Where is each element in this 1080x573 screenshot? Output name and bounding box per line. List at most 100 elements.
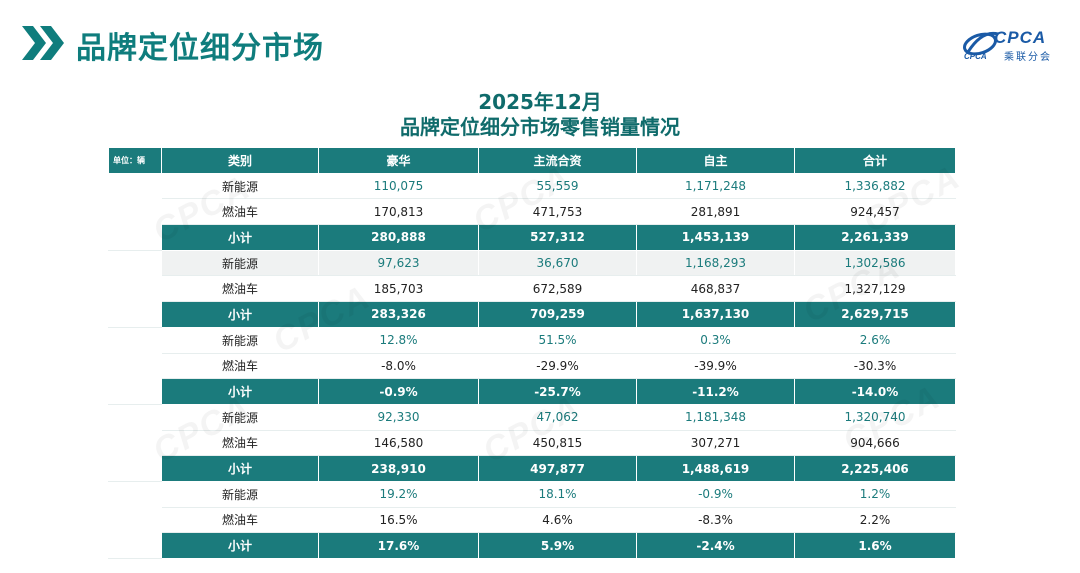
value-cell: 1,168,293 bbox=[636, 249, 795, 277]
sales-table: 单位：辆 类别 豪华 主流合资 自主 合计 本月 新能源 110,075 55,559… bbox=[108, 147, 956, 560]
double-chevron-icon bbox=[22, 26, 64, 60]
value-cell: 146,580 bbox=[318, 429, 479, 457]
value-cell: 1,320,740 bbox=[794, 403, 956, 431]
value-cell: 17.6% bbox=[318, 532, 479, 559]
same-period-fuel-vehicle-row: 燃油车 185,703 672,589 468,837 1,327,129 bbox=[109, 275, 956, 303]
value-cell: 110,075 bbox=[318, 172, 479, 200]
value-cell: 0.3% bbox=[636, 326, 795, 354]
value-cell: 2,225,406 bbox=[794, 455, 956, 482]
value-cell: 1,181,348 bbox=[636, 403, 795, 431]
value-cell: 1,453,139 bbox=[636, 224, 795, 251]
value-cell: -29.9% bbox=[478, 352, 637, 380]
table-title: 品牌定位细分市场零售销量情况 bbox=[400, 115, 680, 139]
row-label: 新能源 bbox=[161, 480, 319, 508]
value-cell: 2.6% bbox=[794, 326, 956, 354]
value-cell: -8.0% bbox=[318, 352, 479, 380]
value-cell: 1,637,130 bbox=[636, 301, 795, 328]
value-cell: 2,261,339 bbox=[794, 224, 956, 251]
group-label: 本月 bbox=[108, 172, 162, 251]
value-cell: 307,271 bbox=[636, 429, 795, 457]
value-cell: -0.9% bbox=[636, 480, 795, 508]
value-cell: -39.9% bbox=[636, 352, 795, 380]
table-title-date: 2025年12月 bbox=[478, 90, 602, 114]
value-cell: 19.2% bbox=[318, 480, 479, 508]
mom-new-energy-row: 环比 新能源 19.2% 18.1% -0.9% 1.2% bbox=[108, 480, 956, 560]
value-cell: 904,666 bbox=[794, 429, 956, 457]
value-cell: 97,623 bbox=[318, 249, 479, 277]
value-cell: 468,837 bbox=[636, 275, 795, 303]
value-cell: 4.6% bbox=[478, 506, 637, 534]
value-cell: -0.9% bbox=[318, 378, 479, 405]
value-cell: 1,327,129 bbox=[794, 275, 956, 303]
row-label: 小计 bbox=[161, 532, 319, 559]
value-cell: 471,753 bbox=[478, 198, 637, 226]
value-cell: 16.5% bbox=[318, 506, 479, 534]
value-cell: 12.8% bbox=[318, 326, 479, 354]
value-cell: 527,312 bbox=[478, 224, 637, 251]
value-cell: 281,891 bbox=[636, 198, 795, 226]
value-cell: 283,326 bbox=[318, 301, 479, 328]
value-cell: 55,559 bbox=[478, 172, 637, 200]
value-cell: 5.9% bbox=[478, 532, 637, 559]
logo-text: CPCA bbox=[994, 28, 1047, 47]
last-month-subtotal-row: 小计 238,910 497,877 1,488,619 2,225,406 bbox=[109, 455, 956, 482]
current-month-subtotal-row: 小计 280,888 527,312 1,453,139 2,261,339 bbox=[109, 224, 956, 251]
yoy-fuel-vehicle-row: 燃油车 -8.0% -29.9% -39.9% -30.3% bbox=[109, 352, 956, 380]
group-label: 环比 bbox=[108, 480, 162, 560]
row-label: 新能源 bbox=[161, 172, 319, 200]
value-cell: 1.6% bbox=[794, 532, 956, 559]
group-label: 同期 bbox=[108, 249, 162, 328]
page-title: 品牌定位细分市场 bbox=[76, 31, 324, 66]
row-label: 燃油车 bbox=[161, 352, 319, 380]
value-cell: 280,888 bbox=[318, 224, 479, 251]
value-cell: 18.1% bbox=[478, 480, 637, 508]
row-label: 小计 bbox=[161, 224, 319, 251]
value-cell: 497,877 bbox=[478, 455, 637, 482]
value-cell: -8.3% bbox=[636, 506, 795, 534]
column-header-luxury: 豪华 bbox=[318, 147, 479, 174]
logo-subtext: 乘联分会 bbox=[1004, 52, 1052, 63]
value-cell: 1.2% bbox=[794, 480, 956, 508]
column-header-domestic: 自主 bbox=[636, 147, 795, 174]
value-cell: -30.3% bbox=[794, 352, 956, 380]
logo-small-text: CPCA bbox=[964, 52, 987, 61]
same-period-new-energy-row: 同期 新能源 97,623 36,670 1,168,293 1,302,586 bbox=[108, 249, 956, 328]
value-cell: -2.4% bbox=[636, 532, 795, 559]
row-label: 燃油车 bbox=[161, 275, 319, 303]
row-label: 燃油车 bbox=[161, 429, 319, 457]
value-cell: -11.2% bbox=[636, 378, 795, 405]
value-cell: 170,813 bbox=[318, 198, 479, 226]
row-label: 新能源 bbox=[161, 249, 319, 277]
unit-label: 单位：辆 bbox=[108, 147, 162, 174]
value-cell: 1,488,619 bbox=[636, 455, 795, 482]
value-cell: 2,629,715 bbox=[794, 301, 956, 328]
last-month-new-energy-row: 上月 新能源 92,330 47,062 1,181,348 1,320,740 bbox=[108, 403, 956, 482]
page-header: 品牌定位细分市场 CPCA 乘联分会 CPCA bbox=[0, 0, 1080, 80]
value-cell: -14.0% bbox=[794, 378, 956, 405]
value-cell: 2.2% bbox=[794, 506, 956, 534]
column-header-mainstream-jv: 主流合资 bbox=[478, 147, 637, 174]
value-cell: 450,815 bbox=[478, 429, 637, 457]
mom-fuel-vehicle-row: 燃油车 16.5% 4.6% -8.3% 2.2% bbox=[109, 506, 956, 534]
group-label: 上月 bbox=[108, 403, 162, 482]
value-cell: 1,336,882 bbox=[794, 172, 956, 200]
value-cell: 1,171,248 bbox=[636, 172, 795, 200]
current-month-new-energy-row: 本月 新能源 110,075 55,559 1,171,248 1,336,882 bbox=[108, 172, 956, 251]
column-header-total: 合计 bbox=[794, 147, 956, 174]
value-cell: 47,062 bbox=[478, 403, 637, 431]
last-month-fuel-vehicle-row: 燃油车 146,580 450,815 307,271 904,666 bbox=[109, 429, 956, 457]
row-label: 新能源 bbox=[161, 326, 319, 354]
value-cell: 92,330 bbox=[318, 403, 479, 431]
cpca-logo: CPCA 乘联分会 CPCA bbox=[962, 26, 1068, 64]
value-cell: 924,457 bbox=[794, 198, 956, 226]
table-header-row: 单位：辆 类别 豪华 主流合资 自主 合计 bbox=[108, 147, 956, 174]
yoy-subtotal-row: 小计 -0.9% -25.7% -11.2% -14.0% bbox=[109, 378, 956, 405]
same-period-subtotal-row: 小计 283,326 709,259 1,637,130 2,629,715 bbox=[109, 301, 956, 328]
group-label: 同比 bbox=[108, 326, 162, 405]
current-month-fuel-vehicle-row: 燃油车 170,813 471,753 281,891 924,457 bbox=[109, 198, 956, 226]
value-cell: 51.5% bbox=[478, 326, 637, 354]
value-cell: 672,589 bbox=[478, 275, 637, 303]
value-cell: 36,670 bbox=[478, 249, 637, 277]
mom-subtotal-row: 小计 17.6% 5.9% -2.4% 1.6% bbox=[109, 532, 956, 559]
row-label: 小计 bbox=[161, 455, 319, 482]
